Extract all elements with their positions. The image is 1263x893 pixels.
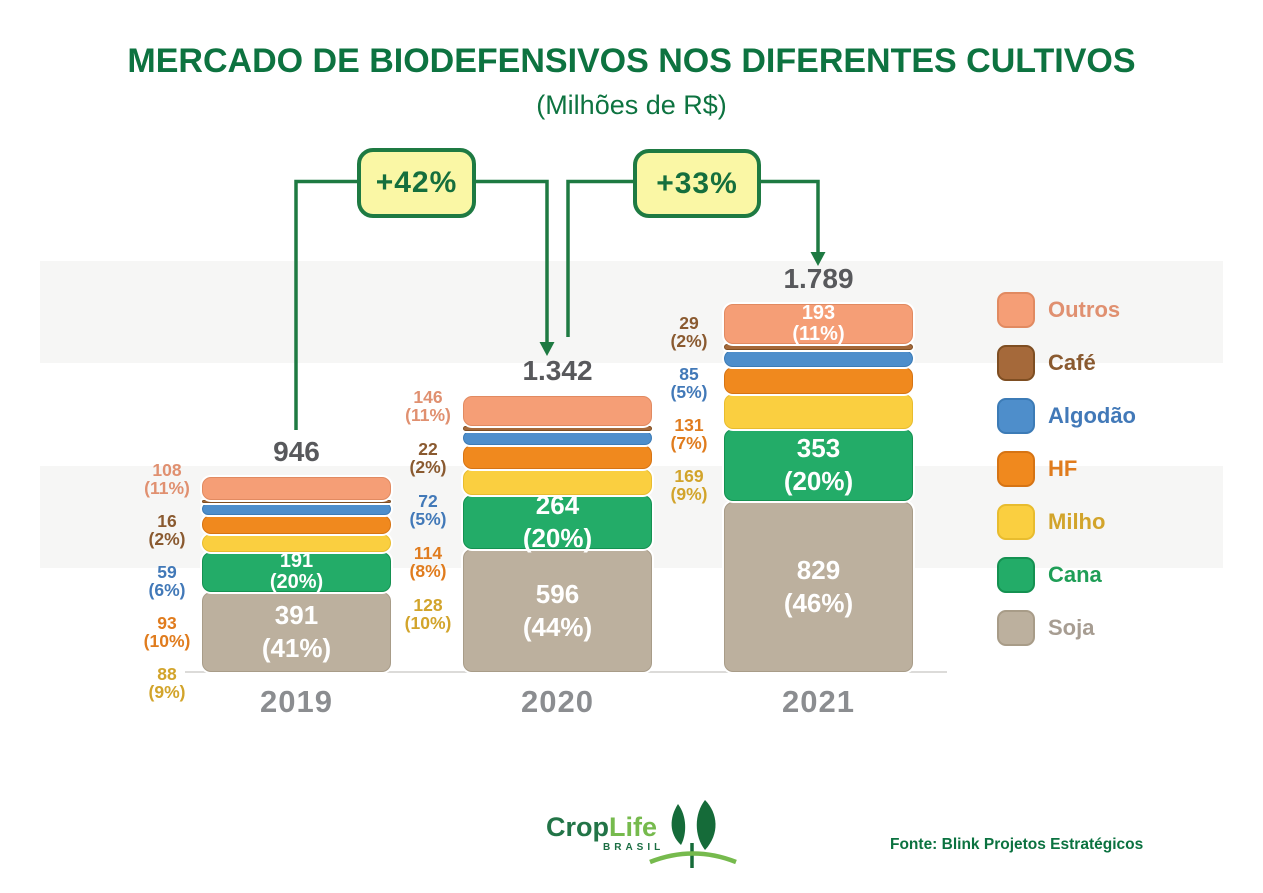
legend-swatch-cafe [997,345,1035,381]
side-label-2020-outros: 146 (11%) [405,387,451,425]
total-label-2021: 1.789 [783,263,854,294]
segment-label: (41%) [261,632,332,663]
legend-item-hf: HF [997,450,1077,488]
legend-swatch-milho [997,504,1035,540]
bar-2020-segment-algodao [463,430,652,446]
bar-2021-segment-algodao [724,349,913,368]
legend-item-soja: Soja [997,609,1094,647]
legend-label: HF [1048,456,1078,481]
legend-swatch-outros [997,292,1035,328]
segment-label: (20%) [783,466,854,497]
growth-badge-2019-2020: +42% [357,148,476,218]
source-text: Fonte: Blink Projetos Estratégicos [890,836,1144,853]
bar-2019-segment-algodao [202,502,391,515]
bar-2019-segment-cana: 191 (20%) [202,549,391,593]
segment-label: 191 [279,549,314,572]
bar-2020-segment-cafe [463,426,652,431]
segment-label: 353 [796,433,841,464]
bar-2020-segment-hf [463,445,652,469]
segment-label: (11%) [792,322,845,345]
legend-label: Milho [1048,509,1106,534]
segment-label: (44%) [522,611,593,642]
side-label-2021-algodao: 85 (5%) [670,364,708,402]
bar-2020-segment-milho [463,468,652,496]
side-label-2020-algodao: 72 (5%) [409,491,447,529]
bar-2019-segment-cafe [202,499,391,503]
page-title: MERCADO DE BIODEFENSIVOS NOS DIFERENTES … [127,42,1136,80]
year-label-2020: 2020 [521,684,594,719]
bar-2021-segment-hf [724,367,913,395]
bar-2021-segment-cana: 353 (20%) [724,428,913,502]
segment-label: (46%) [783,587,854,618]
segment-label: 391 [274,599,319,630]
legend-item-milho: Milho [997,503,1105,541]
legend-item-cafe: Café [997,344,1096,382]
bar-2021-segment-outros: 193 (11%) [724,301,913,345]
segment-label: (20%) [269,570,324,593]
side-label-2020-cafe: 22 (2%) [409,439,447,477]
bar-2021-segment-milho [724,394,913,429]
growth-badge-2020-2021: +33% [633,149,761,218]
side-label-2019-milho: 88 (9%) [148,664,186,702]
croplife-logo-brasil: BRASIL [603,842,665,853]
segment-label: 264 [535,490,580,521]
side-label-2020-hf: 114 (8%) [409,543,447,581]
baseline-axis [185,671,947,673]
legend-swatch-hf [997,451,1035,487]
bar-2019-segment-soja: 391 (41%) [202,591,391,672]
bar-2020-segment-outros [463,396,652,426]
side-label-2019-algodao: 59 (6%) [148,562,186,600]
side-label-2019-cafe: 16 (2%) [148,511,186,549]
segment-label: 596 [535,578,580,609]
legend-label: Café [1048,350,1096,375]
side-label-2021-milho: 169 (9%) [670,466,708,504]
total-label-2020: 1.342 [522,355,593,386]
segment-label: 193 [801,301,836,324]
legend-label: Soja [1048,615,1095,640]
bar-2019-segment-milho [202,534,391,553]
bar-2020-segment-cana: 264 (20%) [463,490,652,553]
legend-swatch-cana [997,557,1035,593]
bar-2019-segment-outros [202,477,391,500]
segment-label: 829 [796,554,841,585]
croplife-logo-text: CropLife [546,812,658,842]
bar-2021-segment-cafe [724,343,913,350]
legend-label: Cana [1048,562,1102,587]
bar-2019-segment-hf [202,515,391,535]
bar-2020-segment-soja: 596 (44%) [463,549,652,672]
legend-swatch-algodao [997,398,1035,434]
side-label-2020-milho: 128 (10%) [404,595,452,633]
plant-icon [649,800,737,868]
side-label-2021-hf: 131 (7%) [670,415,708,453]
page-subtitle: (Milhões de R$) [536,90,727,120]
croplife-logo: CropLife BRASIL [546,798,746,870]
side-label-2019-hf: 93 (10%) [143,613,191,651]
legend-label: Algodão [1048,403,1136,428]
year-label-2019: 2019 [260,684,333,719]
total-label-2019: 946 [273,436,320,468]
bar-2021-segment-soja: 829 (46%) [724,501,913,672]
legend-item-cana: Cana [997,556,1102,594]
segment-label: (20%) [522,523,593,554]
legend-label: Outros [1048,297,1121,322]
side-label-2019-outros: 108 (11%) [144,460,190,498]
legend-item-algodao: Algodão [997,397,1136,435]
legend-item-outros: Outros [997,291,1120,329]
side-label-2021-cafe: 29 (2%) [670,313,708,351]
year-label-2021: 2021 [782,684,855,719]
legend-swatch-soja [997,610,1035,646]
